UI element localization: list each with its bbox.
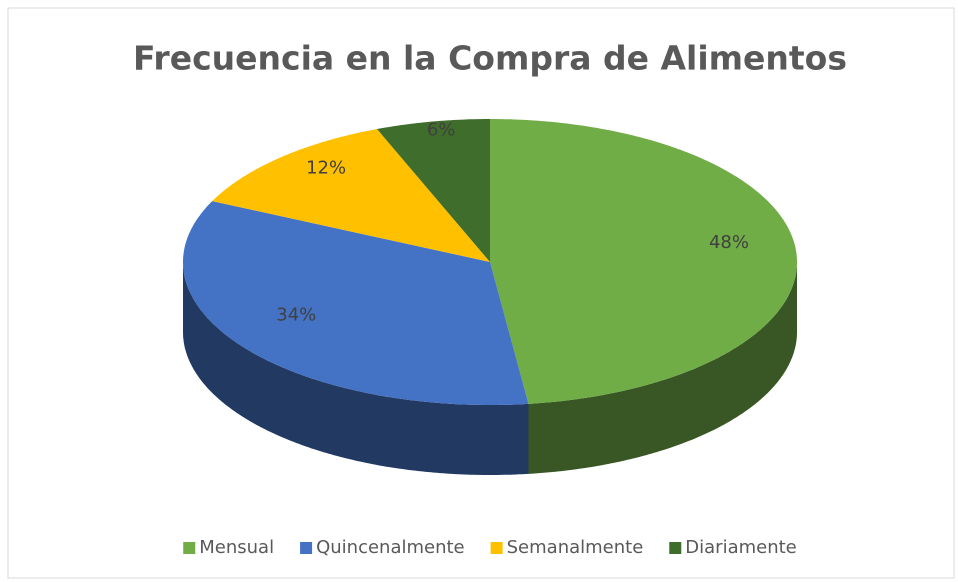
slice — [490, 119, 797, 404]
legend-swatch — [490, 542, 503, 554]
slice-side — [183, 262, 529, 475]
legend-swatch — [183, 542, 196, 554]
legend-label: Semanalmente — [507, 537, 644, 558]
data-label: 34% — [276, 305, 316, 326]
legend-label: Mensual — [199, 537, 274, 558]
legend-swatch — [300, 542, 313, 554]
slice-side — [528, 262, 797, 474]
data-label: 48% — [709, 232, 749, 253]
legend: Mensual Quincenalmente Semanalmente Diariam… — [183, 537, 797, 558]
legend-label: Quincenalmente — [316, 537, 465, 558]
chart-title: Frecuencia en la Compra de Alimentos — [133, 39, 847, 78]
data-label: 6% — [427, 120, 456, 141]
legend-swatch — [669, 542, 682, 554]
data-label: 12% — [306, 158, 346, 179]
slice — [212, 129, 490, 262]
slice — [377, 119, 490, 262]
slice — [183, 201, 529, 405]
legend-label: Diariamente — [685, 537, 796, 558]
